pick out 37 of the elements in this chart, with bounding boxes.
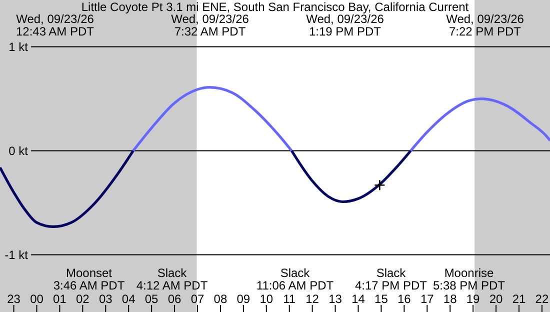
annotation: Slack 4:12 AM PDT — [136, 266, 208, 292]
annotation: Moonrise 5:38 PM PDT — [432, 266, 506, 292]
x-tick-label: 00 — [30, 292, 44, 306]
annotation: Wed, 09/23/26 12:43 AM PDT — [16, 12, 95, 38]
x-tick-label: 12 — [306, 292, 320, 306]
x-tick-label: 10 — [260, 292, 274, 306]
x-tick-label: 20 — [489, 292, 504, 306]
y-tick-label: 0 kt — [8, 144, 29, 158]
annotation: Wed, 09/23/26 7:32 AM PDT — [171, 12, 250, 38]
x-tick-label: 02 — [76, 292, 90, 306]
x-tick-label: 16 — [397, 292, 412, 306]
x-tick-label: 07 — [190, 292, 204, 306]
annotation: Slack 4:17 PM PDT — [354, 266, 428, 292]
x-tick-label: 04 — [122, 292, 136, 306]
chart-title: Little Coyote Pt 3.1 mi ENE, South San Francisco Bay, California Current — [81, 0, 470, 14]
x-tick-label: 22 — [535, 292, 549, 306]
x-tick-label: 17 — [420, 292, 434, 306]
x-tick-label: 13 — [328, 292, 342, 306]
annotation: Slack 11:06 AM PDT — [256, 266, 334, 292]
x-tick-label: 18 — [443, 292, 458, 306]
x-tick-label: 01 — [53, 292, 67, 306]
x-tick-label: 21 — [512, 292, 526, 306]
x-tick-label: 06 — [168, 292, 182, 306]
x-tick-label: 05 — [144, 292, 159, 306]
x-tick-label: 14 — [352, 292, 366, 306]
x-tick-label: 11 — [283, 292, 296, 306]
annotation: Wed, 09/23/26 7:22 PM PDT — [446, 12, 524, 38]
annotation: Wed, 09/23/26 1:19 PM PDT — [306, 12, 384, 38]
y-tick-label: -1 kt — [4, 248, 29, 262]
annotation: Moonset 3:46 AM PDT — [53, 266, 126, 292]
x-tick-label: 23 — [7, 292, 21, 306]
x-tick-label: 15 — [374, 292, 388, 306]
x-tick-label: 08 — [214, 292, 228, 306]
x-tick-label: 19 — [466, 292, 480, 306]
x-tick-label: 03 — [98, 292, 113, 306]
y-tick-label: 1 kt — [8, 40, 29, 54]
x-tick-label: 09 — [236, 292, 250, 306]
